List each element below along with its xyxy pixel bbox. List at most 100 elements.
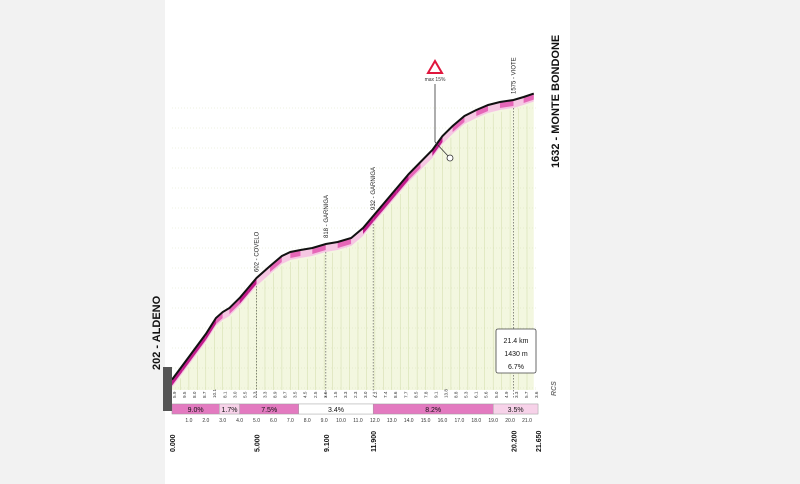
km-tick-label: 3.0 — [219, 418, 226, 424]
sector-grade-label: 3.5% — [508, 407, 524, 414]
left-margin — [0, 0, 165, 484]
profile-line — [171, 92, 535, 381]
summary-box: 21.4 km 1430 m 6.7% — [495, 328, 537, 374]
grade-value: 8.9 — [273, 391, 278, 398]
watermark-logo: RCS — [551, 381, 558, 396]
km-tick-label: 5.0 — [253, 418, 260, 424]
right-margin — [570, 0, 800, 484]
km-tick-label: 8.0 — [304, 418, 311, 424]
waypoint-label: 1575 - VIOTE — [511, 57, 517, 94]
grade-value: 9.1 — [433, 391, 438, 398]
profile-segment — [222, 308, 230, 318]
km-tick-label: 19.0 — [488, 418, 498, 424]
profile-segment — [229, 298, 240, 314]
grade-value: 5.7 — [524, 391, 529, 398]
km-tick-label: 11.0 — [353, 418, 363, 424]
sector-block — [493, 403, 539, 415]
max-grade-label: max 15% — [425, 77, 446, 83]
grade-value: 10.1 — [212, 389, 217, 398]
summary-distance: 21.4 km — [504, 338, 529, 345]
grade-value: 5.6 — [484, 391, 489, 398]
sector-grade-label: 3.4% — [328, 407, 344, 414]
start-pillar — [163, 367, 172, 411]
profile-segment — [476, 105, 489, 116]
grade-value: 3.0 — [232, 391, 237, 398]
summary-grade: 6.7% — [508, 364, 524, 371]
sector-grade-label: 8.2% — [425, 407, 441, 414]
grade-value: 3.0 — [363, 391, 368, 398]
grade-value: 8.0 — [192, 391, 197, 398]
distance-marker-label: 11.900 — [371, 431, 378, 452]
km-tick-label: 10.0 — [336, 418, 346, 424]
distance-marker-label: 9.100 — [324, 434, 331, 452]
grade-value: 4.9 — [504, 391, 509, 398]
km-tick-label: 20.0 — [505, 418, 515, 424]
grade-value: 13.8 — [444, 389, 449, 398]
km-tick-label: 15.0 — [421, 418, 431, 424]
km-tick-label: 2.0 — [202, 418, 209, 424]
profile-segment — [351, 228, 364, 244]
km-tick-label: 6.0 — [270, 418, 277, 424]
sector-grade-label: 7.5% — [261, 407, 277, 414]
distance-marker-label: 21.650 — [536, 430, 543, 452]
distance-marker-label: 5.000 — [255, 434, 262, 452]
grade-value: 3.5 — [323, 391, 328, 398]
grade-value: 5.9 — [172, 391, 177, 398]
grade-value: 3.5 — [293, 391, 298, 398]
finish-label: 1632 - MONTE BONDONE — [550, 35, 562, 168]
profile-segment — [215, 312, 223, 324]
distance-marker-label: 0.000 — [170, 434, 177, 452]
grade-value: 4.5 — [303, 391, 308, 398]
km-tick-label: 7.0 — [287, 418, 294, 424]
profile-segment — [452, 116, 465, 132]
grade-value: 1.5 — [333, 391, 338, 398]
grade-value: 7.8 — [423, 391, 428, 398]
sector-grade-label: 1.7% — [221, 407, 237, 414]
km-tick-label: 18.0 — [471, 418, 481, 424]
profile-segment — [523, 93, 534, 103]
profile-segment — [312, 244, 326, 254]
profile-segment — [281, 252, 291, 262]
start-label: 202 - ALDENO — [151, 295, 163, 370]
sector-grade-label: 9.0% — [188, 407, 204, 414]
grade-value: 5.5 — [242, 391, 247, 398]
profile-segment — [408, 162, 421, 180]
grade-value: 5.0 — [494, 391, 499, 398]
km-tick-label: 12.0 — [370, 418, 380, 424]
km-tick-label: 14.0 — [404, 418, 414, 424]
grade-value: 2.3 — [353, 391, 358, 398]
grade-value: 5.3 — [464, 391, 469, 398]
profile-segment — [337, 238, 352, 248]
grade-value: 9.5 — [182, 391, 187, 398]
grade-value: 7.4 — [383, 391, 388, 398]
warning-triangle-icon — [426, 59, 444, 74]
grade-value: 2.5 — [313, 391, 318, 398]
profile-fill-area — [172, 101, 534, 390]
grade-value: 3.6 — [534, 391, 539, 398]
grade-value: 3.3 — [343, 391, 348, 398]
max-grade-marker: max 15% — [425, 59, 454, 162]
distance-marker-label: 20.200 — [511, 430, 518, 452]
waypoint-label: 932 - GARNIGA — [371, 167, 377, 210]
km-tick-label: 1.0 — [185, 418, 192, 424]
max-grade-point — [446, 154, 454, 162]
summary-climb: 1430 m — [504, 351, 528, 358]
profile-segment — [270, 256, 282, 272]
grade-value: 8.7 — [283, 391, 288, 398]
grade-value: 7.7 — [403, 391, 408, 398]
km-tick-label: 4.0 — [236, 418, 243, 424]
km-tick-label: 16.0 — [438, 418, 448, 424]
grade-value: 8.7 — [202, 391, 207, 398]
max-grade-leader-2 — [434, 141, 450, 158]
waypoint-label: 602 - COVELO — [255, 231, 261, 272]
grade-value: 3.3 — [252, 391, 257, 398]
grade-value: 4.2 — [373, 391, 378, 398]
grade-value: 8.6 — [393, 391, 398, 398]
grade-value: 8.5 — [413, 391, 418, 398]
km-tick-label: 9.0 — [321, 418, 328, 424]
profile-segment — [513, 97, 524, 106]
km-tick-label: 13.0 — [387, 418, 397, 424]
profile-segment — [256, 266, 271, 284]
grade-value: 6.1 — [474, 391, 479, 398]
